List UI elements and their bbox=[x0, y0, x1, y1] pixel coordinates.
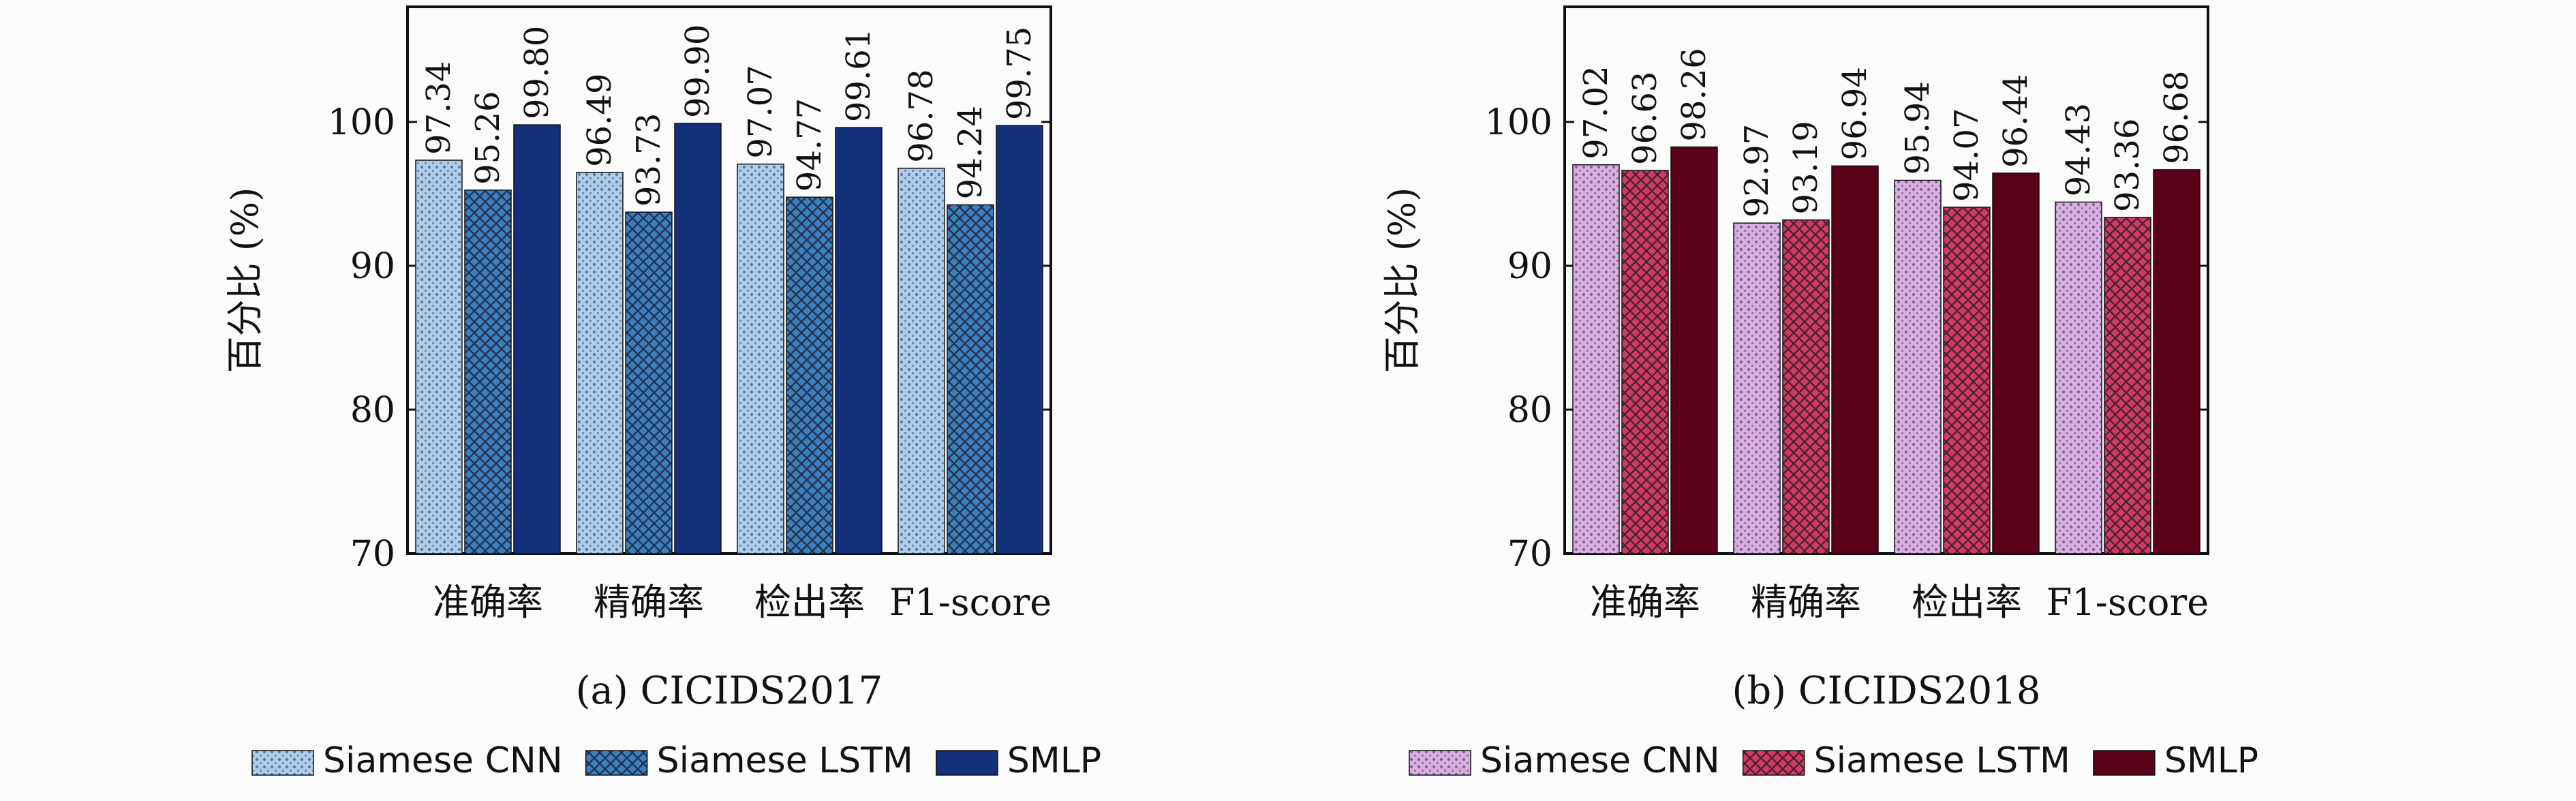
bar-smlp bbox=[513, 124, 561, 554]
panel-caption: (b) CICIDS2018 bbox=[1732, 669, 2040, 713]
legend-swatch-pattern bbox=[585, 751, 647, 775]
y-axis-label: 百分比 (%) bbox=[224, 187, 266, 374]
data-label: 96.78 bbox=[902, 69, 940, 162]
legend-swatch-pattern bbox=[1743, 751, 1805, 775]
bar-smlp bbox=[1831, 165, 1879, 554]
legend-label-siamese-lstm: Siamese LSTM bbox=[1814, 740, 2070, 781]
category-label: 准确率 bbox=[433, 581, 543, 624]
data-label: 96.94 bbox=[1836, 67, 1874, 160]
legend-label-smlp: SMLP bbox=[1007, 740, 1101, 781]
data-label: 99.75 bbox=[1000, 27, 1039, 120]
legend-swatch-smlp bbox=[2093, 750, 2156, 776]
category-label: 检出率 bbox=[1912, 581, 2022, 624]
bar-pattern-dots bbox=[577, 172, 623, 554]
chart-panel-1: 70 80 90 100 百分比 (%) 97.34 95.26 99.80 准确率 96.49 9… bbox=[224, 5, 1101, 781]
category-label: 检出率 bbox=[754, 581, 865, 624]
category-label: 精确率 bbox=[594, 581, 704, 624]
bar-pattern-crosshatch bbox=[465, 190, 511, 554]
y-tick-label: 80 bbox=[1507, 390, 1552, 431]
data-label: 92.97 bbox=[1738, 124, 1776, 217]
legend-label-smlp: SMLP bbox=[2164, 740, 2258, 781]
y-axis-label: 百分比 (%) bbox=[1381, 187, 1424, 374]
bar-pattern-dots bbox=[737, 164, 784, 554]
category-label: 准确率 bbox=[1590, 581, 1700, 624]
data-label: 96.68 bbox=[2158, 70, 2196, 164]
bar-pattern-dots bbox=[1573, 164, 1619, 554]
bar-pattern-crosshatch bbox=[626, 212, 672, 554]
chart-panel-2: 70 80 90 100 百分比 (%) 97.02 96.63 98.26 准确率 92.97 9… bbox=[1381, 5, 2258, 781]
data-label: 93.73 bbox=[630, 113, 668, 207]
legend-label-siamese-cnn: Siamese CNN bbox=[323, 740, 563, 781]
legend-swatch-pattern bbox=[1409, 751, 1471, 775]
data-label: 97.07 bbox=[741, 65, 780, 158]
legend-label-siamese-lstm: Siamese LSTM bbox=[657, 740, 913, 781]
y-tick-label: 80 bbox=[350, 390, 395, 431]
y-tick-label: 90 bbox=[350, 246, 395, 287]
data-label: 99.80 bbox=[518, 26, 556, 119]
data-label: 97.02 bbox=[1577, 65, 1615, 159]
data-label: 96.49 bbox=[581, 73, 619, 166]
y-tick-label: 70 bbox=[350, 534, 395, 575]
bar-pattern-dots bbox=[416, 160, 462, 554]
category-label: 精确率 bbox=[1751, 581, 1861, 624]
panel-caption: (a) CICIDS2017 bbox=[576, 669, 883, 713]
data-label: 99.90 bbox=[679, 25, 717, 118]
data-label: 94.07 bbox=[1948, 108, 1986, 202]
y-tick-label: 70 bbox=[1507, 534, 1552, 575]
data-label: 94.43 bbox=[2059, 103, 2098, 196]
bar-smlp bbox=[996, 125, 1043, 554]
y-tick-label: 100 bbox=[328, 102, 395, 143]
data-label: 99.61 bbox=[840, 29, 878, 122]
data-label: 98.26 bbox=[1675, 48, 1713, 141]
bar-pattern-dots bbox=[898, 168, 945, 554]
data-label: 96.44 bbox=[1997, 74, 2035, 168]
bar-pattern-crosshatch bbox=[1944, 207, 1990, 554]
bar-smlp bbox=[2153, 169, 2201, 554]
legend-swatch-smlp bbox=[936, 750, 998, 776]
bar-smlp bbox=[1670, 146, 1718, 554]
data-label: 93.19 bbox=[1787, 121, 1825, 214]
data-label: 93.36 bbox=[2109, 119, 2147, 212]
bar-smlp bbox=[835, 127, 883, 554]
legend-label-siamese-cnn: Siamese CNN bbox=[1480, 740, 1720, 781]
data-label: 95.94 bbox=[1899, 81, 1937, 175]
data-label: 95.26 bbox=[469, 91, 507, 184]
bar-pattern-dots bbox=[1734, 223, 1780, 554]
bar-pattern-dots bbox=[1895, 180, 1941, 554]
bar-smlp bbox=[674, 123, 722, 554]
y-tick-label: 100 bbox=[1485, 102, 1552, 143]
bar-pattern-crosshatch bbox=[947, 205, 994, 554]
data-label: 97.34 bbox=[420, 61, 458, 155]
legend: Siamese CNN Siamese LSTM SMLP bbox=[1409, 740, 2258, 781]
bar-pattern-crosshatch bbox=[1622, 170, 1668, 554]
plot-frame bbox=[1563, 5, 2209, 555]
data-label: 96.63 bbox=[1626, 72, 1664, 165]
category-label: F1-score bbox=[2046, 581, 2209, 624]
bar-pattern-crosshatch bbox=[786, 197, 833, 554]
legend: Siamese CNN Siamese LSTM SMLP bbox=[251, 740, 1101, 781]
bar-pattern-dots bbox=[2055, 202, 2102, 554]
bar-pattern-crosshatch bbox=[2104, 217, 2151, 554]
data-label: 94.24 bbox=[951, 106, 990, 199]
legend-swatch-pattern bbox=[252, 751, 313, 775]
bar-smlp bbox=[1992, 172, 2040, 554]
category-label: F1-score bbox=[889, 581, 1052, 624]
bar-pattern-crosshatch bbox=[1783, 220, 1829, 554]
data-label: 94.77 bbox=[791, 98, 829, 192]
y-tick-label: 90 bbox=[1507, 246, 1552, 287]
plot-frame bbox=[406, 5, 1052, 555]
